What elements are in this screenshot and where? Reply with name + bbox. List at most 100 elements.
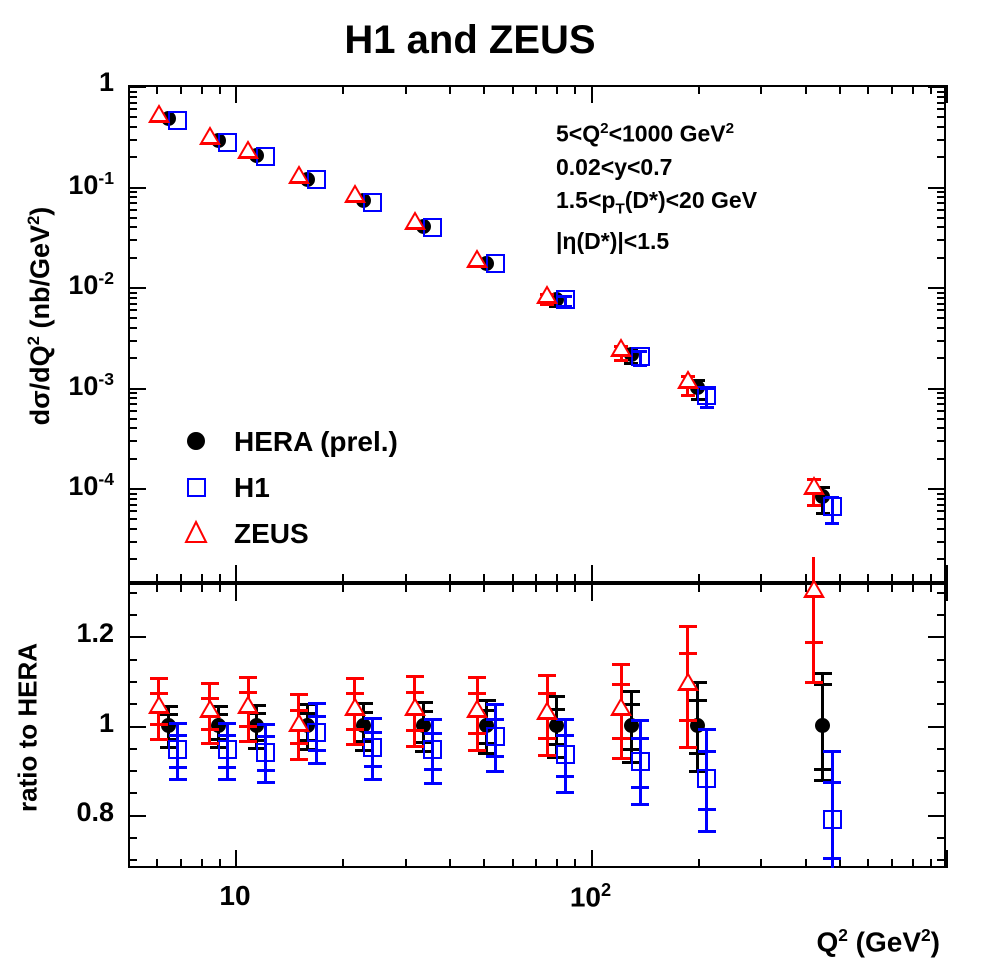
y-tick xyxy=(928,186,946,189)
x-tick xyxy=(128,574,130,583)
error-bar-cap xyxy=(256,723,275,727)
y-tick xyxy=(937,125,946,128)
error-bar-cap xyxy=(468,675,487,679)
error-bar-cap xyxy=(680,393,695,397)
y-tick xyxy=(128,387,146,390)
error-bar-cap xyxy=(697,727,716,731)
open-square-icon xyxy=(176,470,216,504)
error-bar-cap-inner xyxy=(556,774,575,778)
x-tick xyxy=(890,859,893,868)
y-tick xyxy=(128,558,137,561)
filled-circle-icon xyxy=(176,424,216,458)
error-bar xyxy=(830,749,834,868)
error-bar-cap xyxy=(825,495,840,499)
x-tick xyxy=(535,574,538,583)
error-bar-cap xyxy=(307,701,326,705)
error-bar xyxy=(371,717,375,779)
data-point xyxy=(536,284,559,304)
x-axis-label: Q2 (GeV2) xyxy=(816,925,940,958)
y-tick xyxy=(937,392,946,395)
x-tick xyxy=(404,85,407,94)
y-tick xyxy=(937,191,946,194)
error-bar-cap xyxy=(678,625,697,629)
error-bar xyxy=(705,387,709,407)
error-bar-cap-inner xyxy=(423,732,442,736)
error-bar-cap-inner xyxy=(405,691,424,695)
error-bar-cap-inner xyxy=(200,696,219,700)
data-point xyxy=(630,346,650,366)
y-tick xyxy=(128,859,137,862)
x-tick xyxy=(404,574,407,583)
x-tick xyxy=(867,859,870,868)
data-point xyxy=(287,712,310,732)
error-bar xyxy=(830,495,834,522)
y-tick xyxy=(937,417,946,420)
y-tick xyxy=(128,510,137,513)
x-tick xyxy=(838,574,841,583)
x-tick xyxy=(235,85,237,103)
error-bar-cap-inner xyxy=(547,743,566,747)
error-bar-cap-inner xyxy=(556,733,575,737)
error-bar-cap-inner xyxy=(612,736,631,740)
x-tick xyxy=(556,583,559,592)
error-bar-cap xyxy=(289,693,308,697)
data-point xyxy=(168,740,188,760)
error-bar-cap-inner xyxy=(307,749,326,753)
y-tick xyxy=(128,814,146,817)
data-point xyxy=(403,696,426,716)
error-bar xyxy=(638,349,642,364)
error-bar-cap xyxy=(813,778,832,782)
x-tick xyxy=(929,859,932,868)
data-point xyxy=(610,338,633,358)
x-tick xyxy=(590,85,593,103)
error-bar-cap-inner xyxy=(697,749,716,753)
error-bar-cap xyxy=(298,747,317,751)
error-bar-cap-inner xyxy=(345,727,364,731)
x-tick xyxy=(535,859,538,868)
error-bar-cap xyxy=(423,782,442,786)
error-bar-cap-inner xyxy=(363,730,382,734)
x-tick xyxy=(218,859,221,868)
y-tick xyxy=(128,196,137,199)
data-point xyxy=(485,727,505,747)
y-tick xyxy=(937,138,946,141)
y-tick xyxy=(937,216,946,219)
y-tick xyxy=(937,302,946,305)
x-tick xyxy=(946,85,948,103)
data-point xyxy=(147,694,170,714)
error-bar xyxy=(315,701,319,763)
error-bar-cap xyxy=(699,387,714,391)
x-tick xyxy=(128,859,130,868)
error-bar-cap-inner xyxy=(688,752,707,756)
error-bar-cap-inner xyxy=(239,724,258,728)
data-point xyxy=(343,184,366,204)
error-bar-cap xyxy=(823,749,842,753)
y-tick xyxy=(128,239,137,242)
y-tick xyxy=(928,814,946,817)
error-bar-cap-inner xyxy=(813,767,832,771)
y-tick xyxy=(128,703,137,706)
error-bar-cap xyxy=(825,521,840,525)
y-tick-label-main: 10-3 xyxy=(68,368,114,401)
error-bar-cap-inner xyxy=(159,713,178,717)
error-bar-cap-inner xyxy=(486,755,505,759)
y-tick xyxy=(937,226,946,229)
y-tick xyxy=(937,156,946,159)
y-tick xyxy=(128,636,146,639)
error-bar-cap xyxy=(556,790,575,794)
y-tick xyxy=(128,527,137,530)
y-tick xyxy=(128,216,137,219)
data-point xyxy=(256,742,276,762)
x-tick xyxy=(804,859,807,868)
error-bar-cap xyxy=(423,717,442,721)
y-tick xyxy=(128,291,137,294)
error-bar-cap xyxy=(697,830,716,834)
data-point xyxy=(307,170,327,190)
x-tick xyxy=(200,574,203,583)
data-point xyxy=(237,694,260,714)
x-tick xyxy=(697,859,700,868)
x-tick xyxy=(483,583,486,592)
error-bar-cap xyxy=(149,677,168,681)
y-tick xyxy=(937,770,946,773)
